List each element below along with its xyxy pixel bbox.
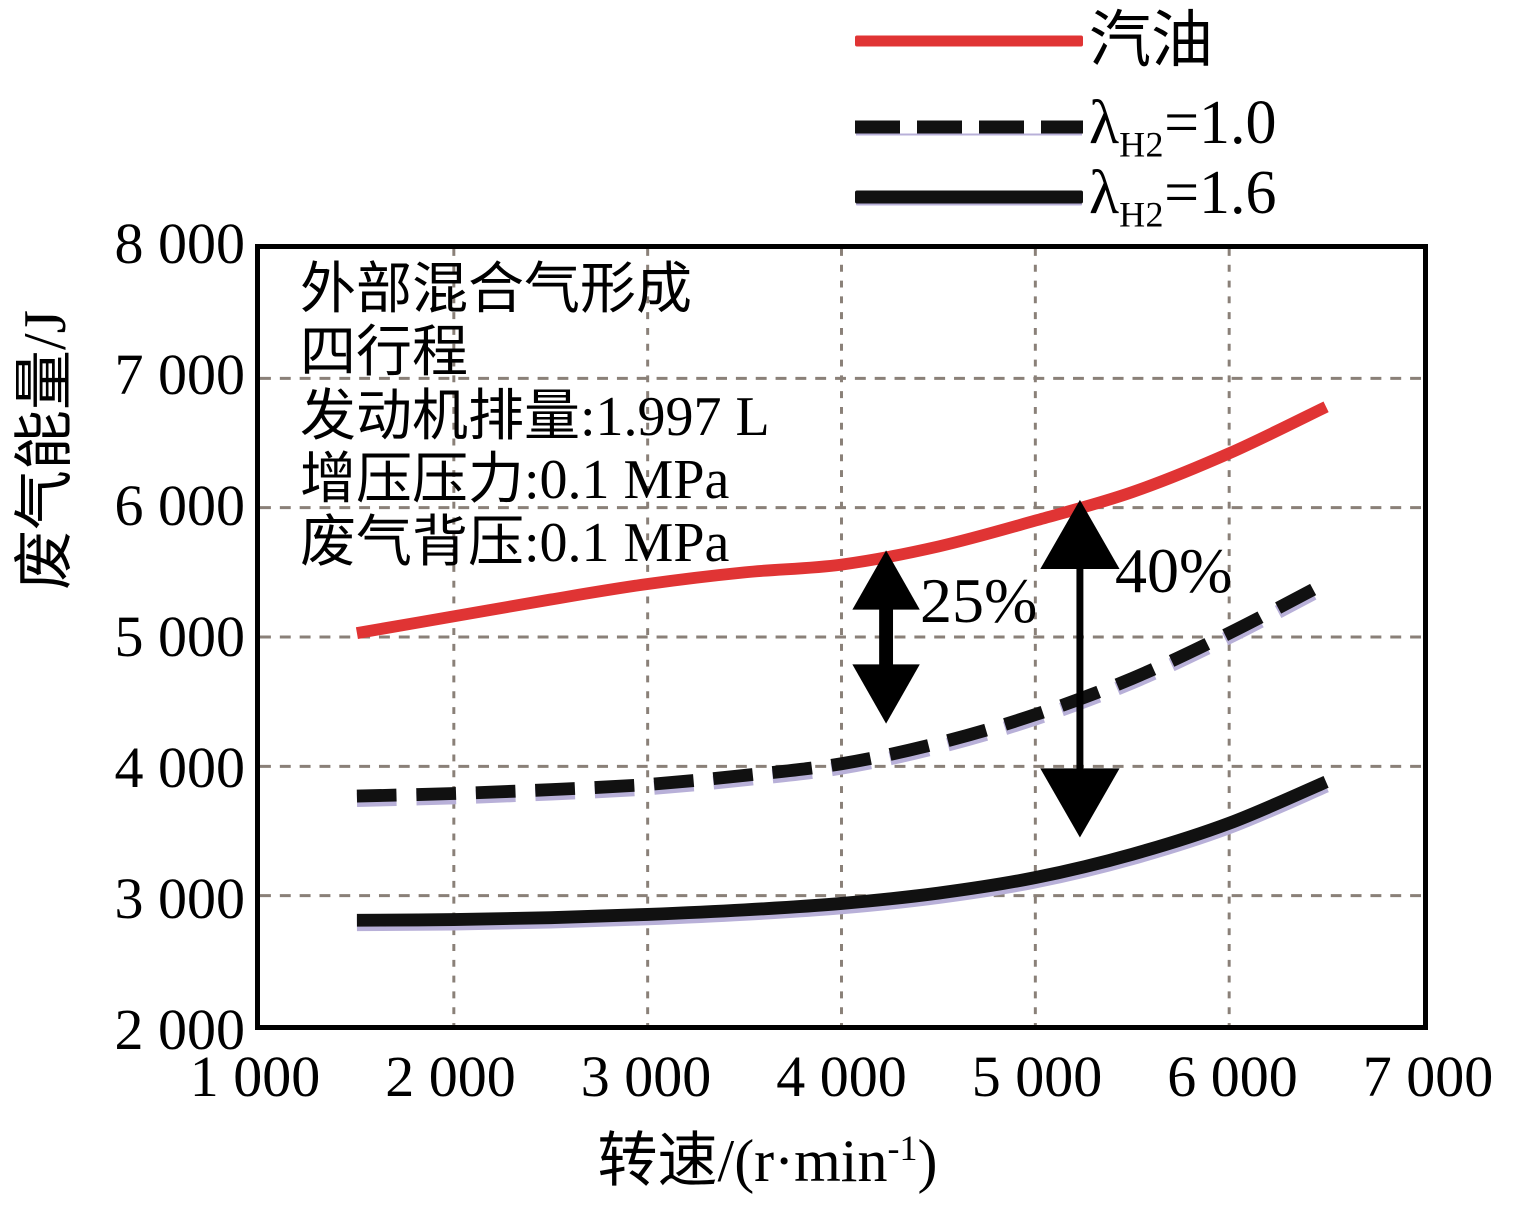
- annotation-double-arrow: [852, 550, 920, 724]
- data-curve-lambda-h2-1p0: [356, 576, 1330, 803]
- x-axis-title-exponent: -1: [887, 1128, 918, 1168]
- y-axis-tick-label: 2 000: [114, 997, 246, 1062]
- conditions-line: 废气背压:0.1 MPa: [300, 512, 730, 575]
- legend-swatch-gasoline: [855, 29, 1083, 53]
- legend-lambda-symbol: λ: [1089, 158, 1120, 227]
- legend-swatch-lambda-h2-1p0: [855, 115, 1083, 139]
- legend-lambda-symbol: λ: [1089, 88, 1120, 157]
- legend-swatch-lambda-h2-1p6: [855, 185, 1083, 209]
- x-axis-title-tail: ): [917, 1128, 938, 1194]
- x-axis-title: 转速/(r·min-1): [0, 1130, 1535, 1191]
- y-axis-tick-label: 4 000: [114, 735, 246, 800]
- legend-label-lambda-h2-1p6: λH2=1.6: [1089, 162, 1277, 232]
- legend-label-gasoline: 汽油: [1089, 7, 1214, 75]
- plot-area: 外部混合气形成 四行程 发动机排量:1.997 L 增压压力:0.1 MPa 废气背压:…: [255, 244, 1428, 1030]
- legend-lambda-subscript: H2: [1119, 194, 1165, 235]
- x-axis-tick-label: 2 000: [385, 1044, 516, 1109]
- x-axis-tick-label: 6 000: [1167, 1044, 1298, 1109]
- y-axis-tick-label: 6 000: [114, 473, 246, 538]
- x-axis-tick-label: 1 000: [189, 1044, 321, 1109]
- y-axis-tick-label: 8 000: [114, 211, 246, 276]
- conditions-line: 外部混合气形成: [300, 259, 692, 321]
- x-axis-title-main: 转速/(r·min: [597, 1128, 888, 1194]
- x-axis-tick-label: 7 000: [1362, 1044, 1494, 1109]
- conditions-line: 增压压力:0.1 MPa: [300, 448, 730, 511]
- annotation-label-40-percent: 40%: [1115, 535, 1233, 606]
- y-axis-tick-label: 5 000: [114, 604, 246, 669]
- data-curves: [355, 401, 1330, 932]
- legend-item-gasoline: 汽油: [855, 6, 1213, 76]
- data-curve-lambda-h2-1p6: [356, 775, 1329, 927]
- legend-label-lambda-h2-1p0: λH2=1.0: [1089, 92, 1277, 162]
- conditions-line: 发动机排量:1.997 L: [300, 385, 770, 448]
- x-axis-tick-label: 5 000: [971, 1044, 1103, 1109]
- conditions-text-block: 外部混合气形成 四行程 发动机排量:1.997 L 增压压力:0.1 MPa 废气背压:…: [300, 259, 770, 575]
- legend-lambda-subscript: H2: [1119, 124, 1165, 165]
- conditions-line: 四行程: [300, 322, 468, 385]
- legend-lambda-value: =1.6: [1164, 158, 1277, 227]
- x-axis-tick-label: 3 000: [580, 1044, 712, 1109]
- y-axis-title: 废气能量/J: [12, 309, 78, 591]
- legend-item-lambda-h2-1p0: λH2=1.0: [855, 92, 1277, 162]
- annotation-label-25-percent: 25%: [920, 565, 1038, 636]
- y-axis-tick-label: 3 000: [114, 866, 246, 931]
- chart-legend: 汽油 λH2=1.0 λH2=1.6: [855, 0, 1475, 232]
- y-axis-tick-label: 7 000: [114, 342, 246, 407]
- data-curve-gasoline: [355, 401, 1329, 639]
- annotation-arrows: [852, 499, 1120, 838]
- x-axis-tick-label: 4 000: [776, 1044, 907, 1109]
- annotation-double-arrow: [1040, 499, 1120, 838]
- legend-lambda-value: =1.0: [1164, 88, 1277, 157]
- legend-item-lambda-h2-1p6: λH2=1.6: [855, 162, 1277, 232]
